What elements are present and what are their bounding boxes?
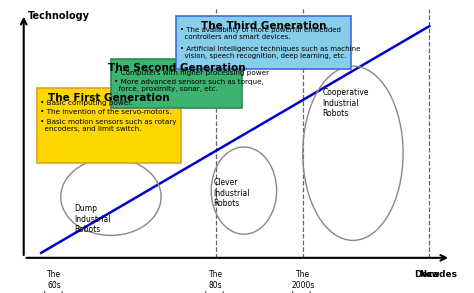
Text: • Artificial Intelligence techniques such as machine
  vision, speech recognitio: • Artificial Intelligence techniques suc…	[180, 46, 360, 59]
Text: Dump
Industrial
Robots: Dump Industrial Robots	[74, 204, 110, 234]
Text: The First Generation: The First Generation	[48, 93, 170, 103]
Text: The
2000s
decade: The 2000s decade	[289, 270, 317, 293]
Text: Technology: Technology	[28, 11, 90, 21]
Text: Decades: Decades	[415, 270, 457, 279]
Text: The
80s
decade: The 80s decade	[201, 270, 229, 293]
Text: Now: Now	[419, 270, 439, 279]
Text: The Second Generation: The Second Generation	[108, 63, 245, 73]
Text: The
60s
decade: The 60s decade	[40, 270, 68, 293]
Text: • Basic motion sensors such as rotary
  encoders, and limit switch.: • Basic motion sensors such as rotary en…	[40, 119, 177, 132]
Text: • The invention of the servo-motors.: • The invention of the servo-motors.	[40, 109, 172, 115]
Text: Clever
Industrial
Robots: Clever Industrial Robots	[213, 178, 250, 208]
Text: • More advanced sensors such as torque,
  force, proximity, sonar, etc.: • More advanced sensors such as torque, …	[114, 79, 264, 92]
Text: The Third Generation: The Third Generation	[201, 21, 326, 31]
FancyBboxPatch shape	[111, 59, 242, 108]
Text: Cooperative
Industrial
Robots: Cooperative Industrial Robots	[322, 88, 369, 118]
Text: • Basic computing power.: • Basic computing power.	[40, 100, 133, 106]
FancyBboxPatch shape	[37, 88, 181, 163]
FancyBboxPatch shape	[176, 16, 351, 69]
Text: • The availability of more powerful embedded
  controllers and smart devices.: • The availability of more powerful embe…	[180, 28, 341, 40]
Text: • Computers with higher processing power: • Computers with higher processing power	[114, 70, 270, 76]
